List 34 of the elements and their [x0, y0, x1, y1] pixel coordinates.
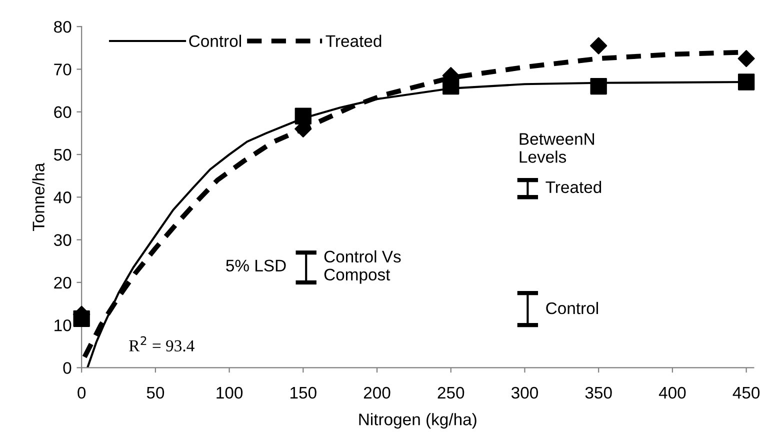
- x-tick-label: 250: [438, 386, 464, 399]
- x-tick-label: 200: [364, 386, 390, 399]
- y-tick-label: 20: [54, 276, 72, 289]
- y-tick-label: 70: [54, 64, 72, 76]
- y-tick-label: 60: [54, 106, 72, 118]
- point: [590, 37, 608, 54]
- point: [738, 74, 755, 90]
- x-tick-label: 300: [511, 386, 538, 399]
- y-axis-title: Tonne/ha: [32, 162, 44, 232]
- legend-label: Treated: [326, 34, 382, 47]
- x-tick-label: 400: [658, 386, 686, 399]
- annotation: Treated: [546, 180, 602, 194]
- x-axis-title: Nitrogen (kg/ha): [359, 413, 476, 429]
- x-tick-label: 100: [216, 386, 243, 399]
- annotation: Control Vs Compost: [324, 250, 401, 284]
- point: [294, 108, 312, 124]
- annotation: R$^{2}$ = 93.4: [129, 336, 194, 352]
- x-tick-label: 450: [732, 386, 760, 399]
- y-tick-label: 0: [63, 362, 72, 374]
- y-tick-label: 40: [54, 192, 72, 204]
- annotation: BetweenN Levels: [520, 133, 594, 163]
- legend-label: Control: [189, 34, 241, 47]
- annotation: 5% LSD: [226, 260, 286, 272]
- x-tick-label: 350: [585, 386, 612, 399]
- x-tick-label: 150: [290, 386, 316, 399]
- y-tick-label: 10: [54, 319, 72, 332]
- y-tick-label: 80: [54, 20, 72, 33]
- x-tick-label: 50: [146, 386, 164, 399]
- point: [590, 78, 607, 95]
- y-tick-label: 30: [54, 234, 72, 246]
- x-tick-label: 0: [78, 386, 86, 399]
- annotation: Control: [546, 302, 598, 314]
- y-tick-label: 50: [54, 148, 72, 161]
- point: [738, 50, 755, 68]
